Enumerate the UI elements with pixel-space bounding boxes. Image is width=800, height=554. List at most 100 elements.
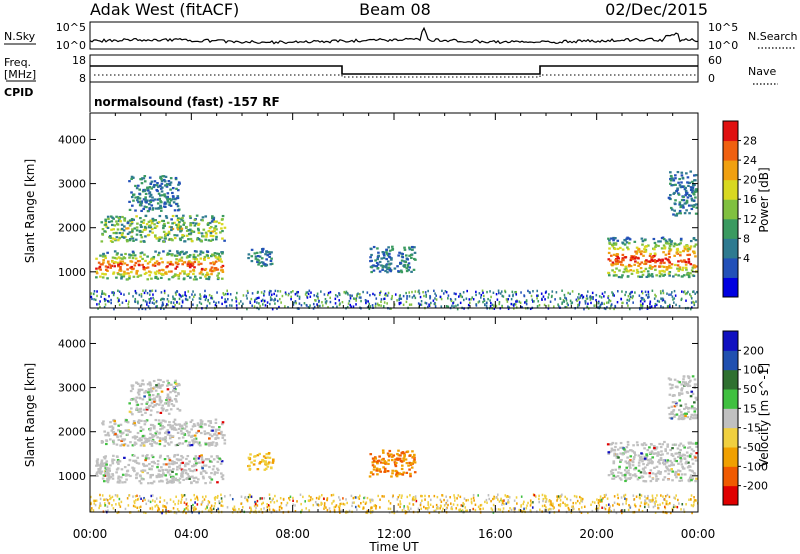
echo-cell <box>483 299 486 302</box>
echo-cell <box>242 302 244 306</box>
echo-cell <box>670 293 672 296</box>
echo-cell <box>176 479 180 482</box>
echo-cell <box>525 302 528 306</box>
echo-cell <box>119 423 123 426</box>
echo-cell <box>684 191 688 194</box>
echo-cell <box>137 438 140 442</box>
echo-cell <box>210 455 213 458</box>
echo-cell <box>692 417 695 420</box>
echo-cell <box>131 228 134 231</box>
echo-cell <box>510 302 513 306</box>
echo-cell <box>174 398 178 401</box>
echo-cell <box>367 300 370 303</box>
echo-cell <box>634 503 636 506</box>
echo-cell <box>683 454 687 457</box>
echo-cell <box>612 292 614 296</box>
echo-cell <box>417 302 420 305</box>
echo-cell <box>690 407 693 410</box>
echo-cell <box>523 301 526 304</box>
echo-cell <box>99 502 101 505</box>
echo-cell <box>669 194 672 197</box>
echo-cell <box>681 465 684 468</box>
echo-cell <box>568 508 570 511</box>
echo-cell <box>655 295 657 298</box>
echo-cell <box>90 509 92 512</box>
echo-cell <box>164 271 167 274</box>
echo-cell <box>149 299 151 303</box>
echo-cell <box>680 290 683 293</box>
echo-cell <box>176 290 178 293</box>
echo-cell <box>651 266 654 269</box>
echo-cell <box>200 456 204 459</box>
echo-cell <box>192 503 194 507</box>
echo-cell <box>111 237 115 240</box>
echo-cell <box>116 455 119 459</box>
echo-cell <box>174 477 178 480</box>
echo-cell <box>468 301 471 305</box>
echo-cell <box>418 292 421 295</box>
echo-cell <box>369 293 371 297</box>
echo-cell <box>193 506 196 509</box>
echo-cell <box>125 227 128 230</box>
echo-cell <box>130 271 133 274</box>
echo-cell <box>644 248 648 251</box>
echo-cell <box>371 457 375 460</box>
echo-cell <box>640 501 643 504</box>
echo-cell <box>235 297 238 301</box>
echo-cell <box>566 497 568 501</box>
echo-cell <box>532 300 534 303</box>
echo-cell <box>171 191 174 195</box>
echo-cell <box>223 226 227 229</box>
echo-cell <box>391 296 393 300</box>
echo-cell <box>172 404 176 407</box>
echo-cell <box>136 420 140 423</box>
echo-cell <box>205 295 208 298</box>
echo-cell <box>607 301 610 304</box>
echo-cell <box>185 477 189 480</box>
echo-cell <box>623 243 627 246</box>
echo-cell <box>682 414 686 417</box>
echo-cell <box>183 508 186 511</box>
echo-cell <box>174 478 177 482</box>
echo-cell <box>520 291 522 294</box>
echo-cell <box>677 462 680 465</box>
echo-cell <box>616 253 620 256</box>
echo-cell <box>369 500 372 504</box>
echo-cell <box>186 454 190 458</box>
echo-cell <box>673 202 677 205</box>
echo-cell <box>639 471 643 474</box>
colorbar-swatch <box>723 199 738 220</box>
echo-cell <box>627 471 630 475</box>
echo-cell <box>188 441 191 444</box>
echo-cell <box>615 511 618 515</box>
echo-cell <box>303 302 306 305</box>
echo-cell <box>190 498 192 502</box>
echo-cell <box>648 475 652 478</box>
echo-cell <box>499 508 502 511</box>
echo-cell <box>295 301 297 305</box>
echo-cell <box>137 393 141 396</box>
echo-cell <box>165 384 169 387</box>
echo-cell <box>220 266 223 269</box>
echo-cell <box>177 224 181 228</box>
echo-cell <box>136 222 139 225</box>
y-tick-label: 2000 <box>58 426 86 439</box>
echo-cell <box>187 504 189 508</box>
echo-cell <box>138 204 142 207</box>
echo-cell <box>626 301 628 305</box>
echo-cell <box>172 275 175 278</box>
echo-cell <box>235 296 237 299</box>
echo-cell <box>626 440 630 444</box>
echo-cell <box>390 307 392 310</box>
echo-cell <box>172 295 174 298</box>
echo-cell <box>342 497 344 500</box>
echo-cell <box>623 469 627 472</box>
echo-cell <box>424 291 427 294</box>
echo-cell <box>633 456 636 459</box>
echo-cell <box>645 454 649 457</box>
echo-cell <box>595 298 597 302</box>
echo-cell <box>676 447 680 450</box>
echo-cell <box>147 220 151 223</box>
echo-cell <box>339 502 342 506</box>
echo-cell <box>151 301 154 304</box>
